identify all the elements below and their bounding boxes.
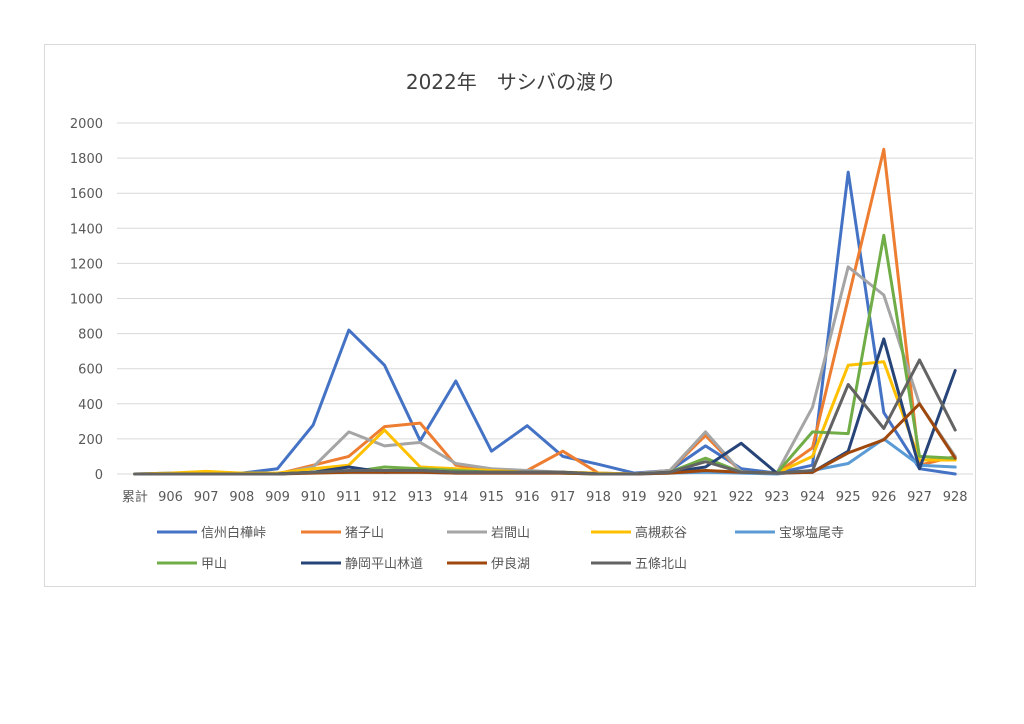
legend-label: 高槻萩谷 [635, 525, 687, 541]
y-tick-label: 200 [78, 433, 103, 448]
x-tick-label: 919 [622, 490, 647, 505]
legend-label: 猪子山 [345, 526, 384, 541]
y-tick-label: 1800 [70, 152, 103, 167]
x-tick-label: 922 [729, 490, 754, 505]
x-tick-label: 924 [800, 490, 825, 505]
legend-label: 岩間山 [491, 526, 530, 541]
x-tick-label: 907 [194, 490, 219, 505]
y-tick-label: 800 [78, 328, 103, 343]
x-tick-label: 909 [265, 490, 290, 505]
y-tick-label: 1200 [70, 257, 103, 272]
x-tick-label: 920 [657, 490, 682, 505]
x-tick-label: 906 [158, 490, 183, 505]
legend-label: 信州白樺峠 [201, 525, 266, 541]
y-tick-label: 2000 [70, 117, 103, 132]
x-tick-label: 923 [764, 490, 789, 505]
series-line-4 [133, 360, 957, 476]
series-line-9 [133, 358, 957, 476]
y-tick-label: 1000 [70, 293, 103, 308]
y-tick-label: 600 [78, 363, 103, 378]
x-tick-label: 928 [943, 490, 968, 505]
x-tick-label: 918 [586, 490, 611, 505]
series-line-1 [133, 170, 957, 476]
y-tick-label: 400 [78, 398, 103, 413]
series-line-6 [133, 233, 957, 476]
x-tick-label: 累計 [122, 489, 148, 505]
x-tick-label: 908 [229, 490, 254, 505]
line-chart: 2022年 サシバの渡り 0 200 400 600 800 1000 1200 1400 16… [70, 70, 973, 572]
y-tick-label: 0 [95, 468, 103, 483]
legend-label: 伊良湖 [491, 556, 530, 572]
x-tick-label: 915 [479, 490, 504, 505]
x-tick-label: 925 [836, 490, 861, 505]
x-tick-label: 913 [408, 490, 433, 505]
legend-label: 五條北山 [635, 557, 687, 572]
legend-label: 甲山 [201, 557, 227, 572]
x-tick-label: 921 [693, 490, 718, 505]
legend-label: 静岡平山林道 [345, 557, 423, 572]
x-tick-label: 927 [907, 490, 932, 505]
y-tick-label: 1600 [70, 187, 103, 202]
y-tick-label: 1400 [70, 222, 103, 237]
x-tick-label: 917 [550, 490, 575, 505]
x-tick-label: 916 [515, 490, 540, 505]
series-line-5 [133, 437, 957, 476]
x-tick-label: 910 [301, 490, 326, 505]
x-tick-label: 912 [372, 490, 397, 505]
x-tick-label: 926 [871, 490, 896, 505]
legend-label: 宝塚塩尾寺 [779, 526, 844, 541]
x-tick-label: 911 [336, 490, 361, 505]
chart-frame: 2022年 サシバの渡り 0 200 400 600 800 1000 1200 1400 16… [44, 44, 976, 587]
chart-title: 2022年 サシバの渡り [406, 70, 616, 94]
x-tick-label: 914 [443, 490, 468, 505]
